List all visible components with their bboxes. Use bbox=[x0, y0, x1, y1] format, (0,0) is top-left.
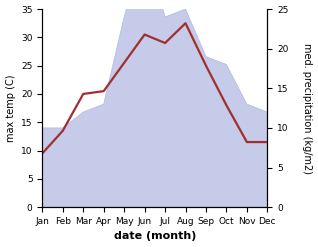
X-axis label: date (month): date (month) bbox=[114, 231, 196, 242]
Y-axis label: max temp (C): max temp (C) bbox=[5, 74, 16, 142]
Y-axis label: med. precipitation (kg/m2): med. precipitation (kg/m2) bbox=[302, 43, 313, 174]
